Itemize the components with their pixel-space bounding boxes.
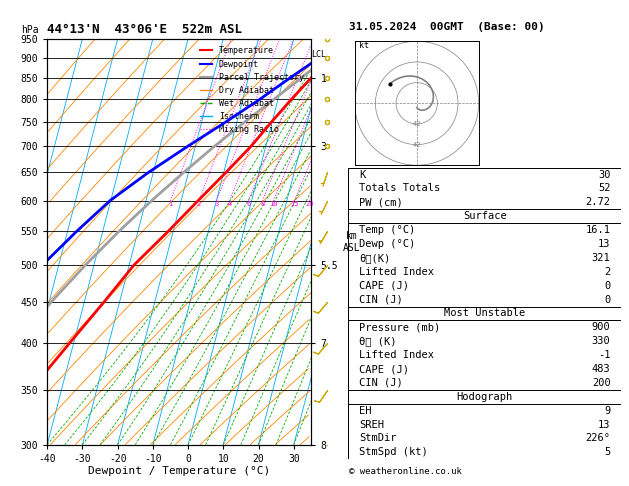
- Text: Lifted Index: Lifted Index: [359, 267, 434, 277]
- Text: SREH: SREH: [359, 419, 384, 430]
- Text: 0: 0: [604, 295, 611, 305]
- Text: 8: 8: [260, 201, 265, 207]
- Text: PW (cm): PW (cm): [359, 197, 403, 208]
- Text: 2: 2: [604, 267, 611, 277]
- Text: 200: 200: [592, 378, 611, 388]
- Text: 226°: 226°: [586, 434, 611, 443]
- Text: 900: 900: [592, 322, 611, 332]
- Text: θᴇ(K): θᴇ(K): [359, 253, 390, 263]
- Text: 44°13'N  43°06'E  522m ASL: 44°13'N 43°06'E 522m ASL: [47, 23, 242, 36]
- Text: 15: 15: [290, 201, 299, 207]
- Text: 6: 6: [247, 201, 250, 207]
- Legend: Temperature, Dewpoint, Parcel Trajectory, Dry Adiabat, Wet Adiabat, Isotherm, Mi: Temperature, Dewpoint, Parcel Trajectory…: [196, 43, 307, 138]
- Text: Surface: Surface: [463, 211, 506, 221]
- Text: kt: kt: [359, 40, 369, 50]
- Text: 20: 20: [305, 201, 314, 207]
- Text: 0: 0: [604, 281, 611, 291]
- Text: Pressure (mb): Pressure (mb): [359, 322, 440, 332]
- Text: 483: 483: [592, 364, 611, 374]
- Y-axis label: km
ASL: km ASL: [343, 231, 360, 253]
- Text: StmSpd (kt): StmSpd (kt): [359, 447, 428, 457]
- Text: 42: 42: [413, 141, 421, 148]
- Text: 30: 30: [598, 170, 611, 180]
- Text: EH: EH: [359, 406, 371, 416]
- Text: Most Unstable: Most Unstable: [444, 309, 525, 318]
- Text: 2: 2: [197, 201, 201, 207]
- Text: Totals Totals: Totals Totals: [359, 184, 440, 193]
- Text: K: K: [359, 170, 365, 180]
- Text: Dewp (°C): Dewp (°C): [359, 239, 415, 249]
- Text: θᴇ (K): θᴇ (K): [359, 336, 396, 346]
- Text: 42: 42: [413, 121, 421, 127]
- Text: 1: 1: [169, 201, 172, 207]
- Text: 330: 330: [592, 336, 611, 346]
- Text: 10: 10: [269, 201, 278, 207]
- Text: 4: 4: [228, 201, 231, 207]
- Text: hPa: hPa: [21, 25, 38, 35]
- Text: 2.72: 2.72: [586, 197, 611, 208]
- Text: CAPE (J): CAPE (J): [359, 364, 409, 374]
- Text: LCL: LCL: [311, 50, 326, 58]
- X-axis label: Dewpoint / Temperature (°C): Dewpoint / Temperature (°C): [88, 467, 270, 476]
- Text: 52: 52: [598, 184, 611, 193]
- Text: Lifted Index: Lifted Index: [359, 350, 434, 360]
- Text: 13: 13: [598, 419, 611, 430]
- Text: © weatheronline.co.uk: © weatheronline.co.uk: [349, 467, 462, 476]
- Text: 321: 321: [592, 253, 611, 263]
- Text: 3: 3: [214, 201, 219, 207]
- Text: 16.1: 16.1: [586, 225, 611, 235]
- Text: CIN (J): CIN (J): [359, 295, 403, 305]
- Text: StmDir: StmDir: [359, 434, 396, 443]
- Text: CIN (J): CIN (J): [359, 378, 403, 388]
- Text: Temp (°C): Temp (°C): [359, 225, 415, 235]
- Text: 13: 13: [598, 239, 611, 249]
- Text: CAPE (J): CAPE (J): [359, 281, 409, 291]
- Text: 31.05.2024  00GMT  (Base: 00): 31.05.2024 00GMT (Base: 00): [349, 22, 545, 32]
- Text: 9: 9: [604, 406, 611, 416]
- Text: 5: 5: [604, 447, 611, 457]
- Text: Hodograph: Hodograph: [457, 392, 513, 402]
- Text: -1: -1: [598, 350, 611, 360]
